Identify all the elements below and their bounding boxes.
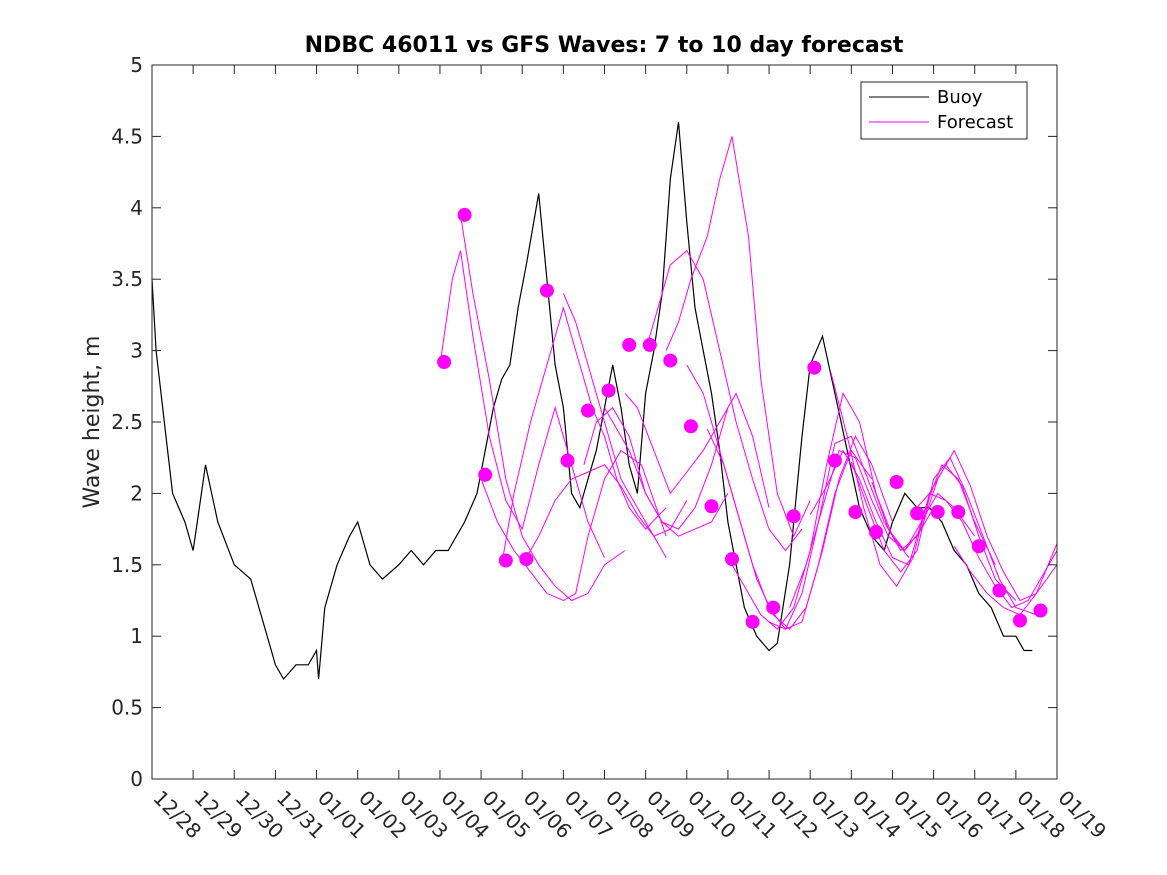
forecast-start-marker (992, 583, 1007, 598)
forecast-start-marker (478, 467, 493, 482)
forecast-start-marker (704, 499, 719, 514)
forecast-start-marker (519, 552, 534, 567)
y-tick-label: 3.5 (111, 267, 143, 291)
forecast-series-line (665, 136, 811, 538)
forecast-series-line (624, 392, 770, 508)
forecast-start-marker (663, 353, 678, 368)
forecast-series-line (706, 428, 893, 630)
forecast-start-marker (889, 475, 904, 489)
forecast-start-marker (725, 552, 739, 567)
forecast-start-marker (869, 525, 883, 539)
forecast-series-line (439, 250, 605, 558)
forecast-start-marker (581, 403, 595, 418)
forecast-series-line (460, 214, 626, 602)
series-layer (151, 122, 1058, 681)
buoy-series-line (151, 122, 1033, 681)
forecast-start-marker (930, 505, 945, 519)
y-tick-label: 1 (130, 624, 143, 648)
forecast-series-line (501, 305, 667, 565)
y-tick-label: 2.5 (111, 410, 143, 434)
forecast-series-line (562, 293, 688, 537)
forecast-series-line (604, 407, 729, 530)
y-tick-label: 1.5 (111, 553, 143, 577)
forecast-series-line (768, 435, 935, 630)
forecast-start-marker (910, 506, 925, 521)
y-tick-label: 4.5 (111, 124, 143, 148)
y-tick-label: 0 (130, 767, 143, 791)
forecast-start-marker (807, 360, 822, 375)
forecast-series-line (789, 449, 976, 608)
forecast-start-marker (848, 505, 863, 519)
y-tick-label: 4 (130, 196, 143, 220)
y-tick-label: 3 (130, 339, 143, 363)
forecast-series-line (850, 456, 1037, 616)
forecast-start-marker (622, 337, 637, 352)
forecast-start-marker (1033, 603, 1048, 618)
y-tick-label: 0.5 (111, 696, 143, 720)
y-tick-label: 2 (130, 481, 143, 505)
forecast-start-marker (951, 505, 966, 519)
forecast-start-marker (827, 453, 842, 468)
forecast-series-line (480, 449, 667, 602)
forecast-start-marker (498, 553, 513, 568)
y-axis-label: Wave height, m (80, 336, 105, 509)
forecast-start-marker (539, 283, 554, 298)
legend-forecast-label: Forecast (937, 112, 1013, 133)
legend-buoy-label: Buoy (937, 87, 983, 108)
forecast-start-marker (457, 207, 472, 222)
forecast-start-marker (683, 419, 698, 434)
forecast-series-line (645, 249, 803, 552)
forecast-series-line (953, 545, 1058, 616)
forecast-start-marker (601, 383, 616, 398)
legend: Buoy Forecast (860, 81, 1028, 140)
forecast-start-marker (745, 614, 760, 629)
forecast-start-marker (560, 453, 575, 468)
forecast-series-line (521, 464, 667, 566)
forecast-start-marker (1013, 613, 1027, 628)
forecast-series-line (912, 492, 1058, 609)
forecast-series-line (871, 449, 1058, 602)
forecast-start-marker (971, 539, 986, 554)
legend-box (860, 81, 1028, 140)
chart-title: NDBC 46011 vs GFS Waves: 7 to 10 day for… (305, 33, 904, 58)
forecast-start-marker (766, 600, 781, 615)
forecast-start-marker (437, 355, 452, 369)
forecast-start-marker (786, 509, 801, 524)
y-tick-label: 5 (130, 53, 143, 77)
forecast-start-marker (642, 337, 657, 352)
